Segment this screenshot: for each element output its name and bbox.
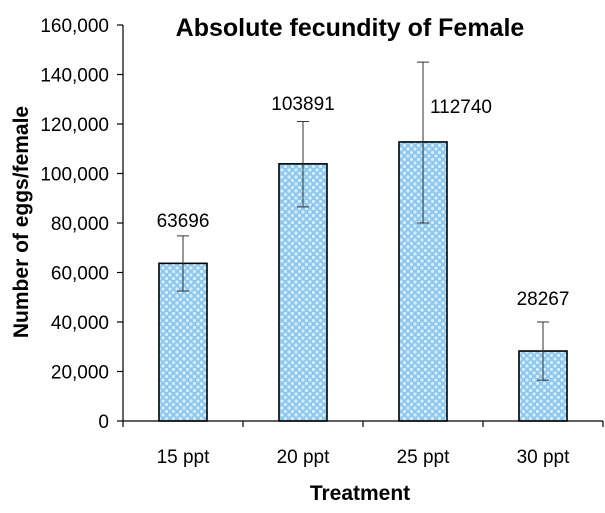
y-tick-label: 100,000 bbox=[40, 165, 109, 186]
y-tick-label: 80,000 bbox=[51, 214, 109, 235]
data-label: 28267 bbox=[517, 289, 570, 310]
y-tick-label: 0 bbox=[98, 412, 109, 433]
x-tick-label: 15 ppt bbox=[157, 447, 211, 468]
data-label: 112740 bbox=[430, 97, 492, 118]
y-tick-label: 160,000 bbox=[40, 16, 109, 37]
y-tick-label: 140,000 bbox=[40, 66, 109, 87]
data-label: 63696 bbox=[157, 211, 210, 232]
y-tick-label: 120,000 bbox=[40, 115, 109, 136]
x-tick-label: 30 ppt bbox=[517, 447, 571, 468]
x-tick-label: 20 ppt bbox=[277, 447, 331, 468]
bar bbox=[158, 262, 208, 422]
y-tick-label: 20,000 bbox=[51, 363, 109, 384]
y-tick-label: 40,000 bbox=[51, 313, 109, 334]
chart-title: Absolute fecundity of Female bbox=[176, 14, 525, 42]
x-tick-label: 25 ppt bbox=[397, 447, 451, 468]
data-label: 103891 bbox=[271, 94, 334, 115]
y-axis-title: Number of eggs/female bbox=[10, 106, 33, 338]
y-tick-label: 60,000 bbox=[51, 264, 109, 285]
x-axis-title: Treatment bbox=[310, 482, 410, 505]
